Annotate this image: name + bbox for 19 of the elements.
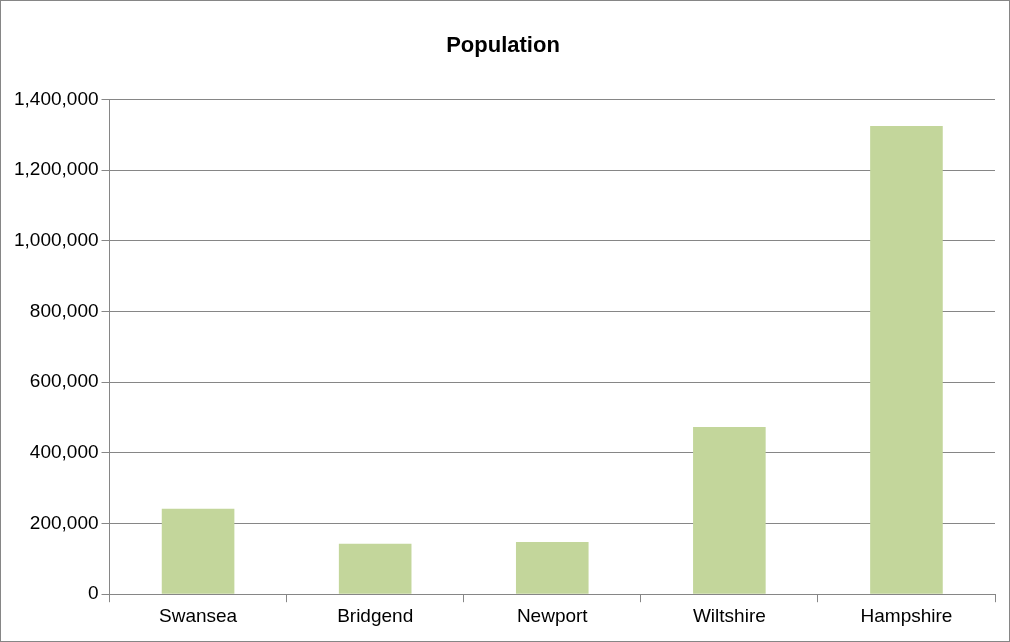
x-tick-label: Swansea (158, 604, 238, 626)
y-tick-label: 1,400,000 (13, 87, 99, 109)
chart-title: Population (446, 32, 560, 58)
bar (161, 508, 235, 594)
y-tick-label: 200,000 (29, 511, 99, 533)
y-tick-label: 1,000,000 (13, 229, 99, 251)
y-tick-label: 1,200,000 (13, 158, 99, 180)
x-tick-label: Newport (516, 604, 589, 626)
bar (338, 543, 412, 594)
bar (870, 125, 943, 594)
y-tick-label: 400,000 (29, 441, 99, 463)
y-tick-label: 800,000 (29, 299, 99, 321)
y-tick-label: 0 (87, 582, 99, 604)
bar (515, 541, 589, 594)
x-tick-label: Hampshire (860, 604, 953, 626)
x-tick-label: Wiltshire (692, 604, 766, 626)
bar (693, 427, 766, 594)
y-tick-label: 600,000 (29, 370, 99, 392)
x-tick-label: Bridgend (337, 604, 414, 626)
